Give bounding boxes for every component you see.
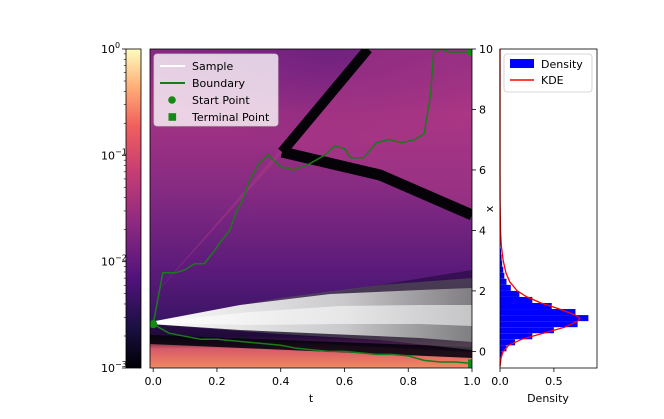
main-y-tick-label: 8 xyxy=(479,103,486,116)
legend-label: Sample xyxy=(192,60,233,73)
density-x-ticks: 0.0 0.5 xyxy=(491,368,562,388)
density-bar xyxy=(500,267,503,273)
density-bar xyxy=(500,279,506,285)
colorbar-gradient xyxy=(126,49,141,368)
density-bar xyxy=(500,273,504,279)
legend-label: Boundary xyxy=(192,77,245,90)
main-y-tick-label: 10 xyxy=(479,43,493,56)
density-bar xyxy=(500,291,519,297)
legend-label: KDE xyxy=(541,74,564,87)
density-bar xyxy=(500,285,511,291)
density-legend: Density KDE xyxy=(504,54,592,92)
legend-label: Start Point xyxy=(192,94,250,107)
density-bar xyxy=(500,339,515,345)
legend-square-swatch xyxy=(169,113,177,121)
colorbar-tick-label: 10−1 xyxy=(101,147,127,162)
main-x-tick-label: 0.0 xyxy=(144,375,162,388)
main-legend: Sample Boundary Start Point Terminal Point xyxy=(154,54,278,126)
main-y-ticks: 0 2 4 6 8 10 xyxy=(472,43,493,358)
colorbar: 10−3 10−2 10−1 100 xyxy=(101,41,141,375)
main-y-tick-label: 4 xyxy=(479,224,486,237)
legend-label: Terminal Point xyxy=(191,111,270,124)
density-histogram xyxy=(500,230,588,357)
main-y-tick-label: 2 xyxy=(479,285,486,298)
main-y-tick-label: 0 xyxy=(479,345,486,358)
main-x-tick-label: 0.4 xyxy=(272,375,290,388)
main-x-axis-label: t xyxy=(309,392,314,405)
density-x-tick-label: 0.5 xyxy=(545,375,563,388)
main-y-axis-label: x xyxy=(483,205,496,212)
colorbar-tick-label: 10−3 xyxy=(101,360,127,375)
density-x-tick-label: 0.0 xyxy=(491,375,509,388)
main-y-tick-label: 6 xyxy=(479,164,486,177)
density-x-axis-label: Density xyxy=(527,392,569,405)
density-bar xyxy=(500,333,532,339)
density-panel: 0.0 0.5 Density Density KDE xyxy=(491,49,597,405)
legend-label: Density xyxy=(541,58,583,71)
colorbar-tick-label: 100 xyxy=(101,41,120,56)
main-x-tick-label: 0.8 xyxy=(399,375,417,388)
legend-patch-swatch xyxy=(510,59,534,68)
main-x-ticks: 0.0 0.2 0.4 0.6 0.8 1.0 xyxy=(144,368,480,388)
main-x-tick-label: 1.0 xyxy=(463,375,481,388)
density-bar xyxy=(500,309,575,315)
main-x-tick-label: 0.6 xyxy=(336,375,354,388)
density-bar xyxy=(500,315,588,321)
colorbar-tick-label: 10−2 xyxy=(101,254,127,269)
main-x-tick-label: 0.2 xyxy=(208,375,226,388)
colorbar-ticks: 10−3 10−2 10−1 100 xyxy=(101,41,127,375)
main-heatmap: 0.0 0.2 0.4 0.6 0.8 1.0 0 2 4 6 8 10 t x Sample Bou… xyxy=(144,43,496,405)
legend-circle-swatch xyxy=(168,96,176,104)
